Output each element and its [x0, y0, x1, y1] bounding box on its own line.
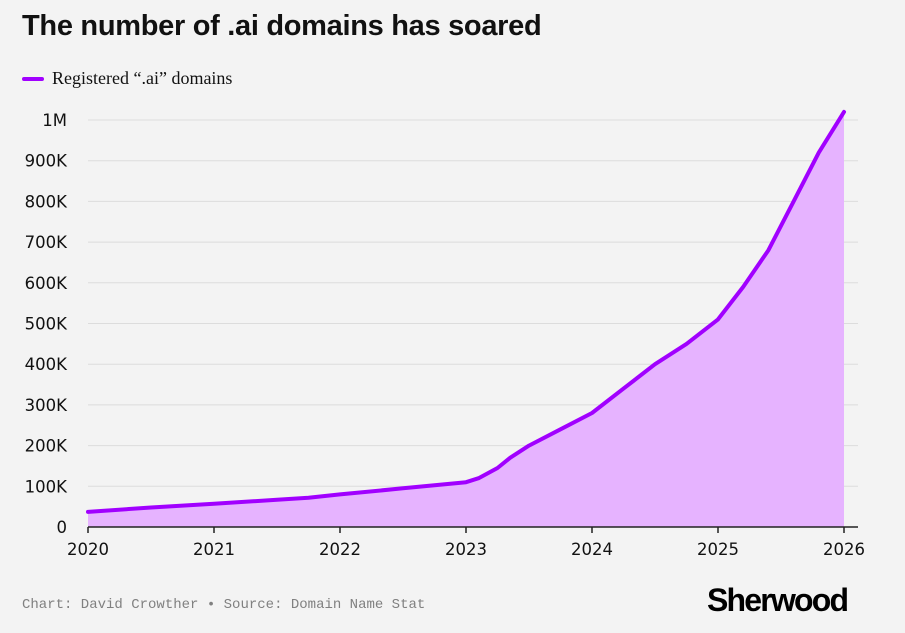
- y-tick-label-1: 100K: [25, 477, 68, 496]
- x-tick-label-2: 2022: [319, 540, 361, 559]
- y-tick-label-4: 400K: [25, 355, 68, 374]
- y-axis-labels: 0 100K 200K 300K 400K 500K 600K 700K 800K 900K 1M: [25, 111, 68, 537]
- y-tick-label-8: 800K: [25, 192, 68, 211]
- area-fill: [88, 111, 844, 528]
- y-tick-label-0: 0: [57, 518, 68, 537]
- x-axis-labels: 2020 2021 2022 2023 2024 2025 2026: [67, 540, 865, 559]
- x-tick-label-3: 2023: [445, 540, 487, 559]
- chart-footer: Chart: David Crowther • Source: Domain N…: [22, 597, 425, 613]
- legend-swatch: [22, 76, 44, 81]
- area-layer: [86, 109, 846, 528]
- y-tick-label-6: 600K: [25, 274, 68, 293]
- y-tick-label-9: 900K: [25, 152, 68, 171]
- x-tick-label-6: 2026: [823, 540, 865, 559]
- x-tick-label-1: 2021: [193, 540, 235, 559]
- separator-dot: •: [206, 597, 216, 613]
- y-tick-label-2: 200K: [25, 437, 68, 456]
- chart-title: The number of .ai domains has soared: [22, 10, 542, 42]
- x-tick-label-0: 2020: [67, 540, 109, 559]
- legend: Registered “.ai” domains: [22, 68, 232, 89]
- axes: [87, 526, 858, 533]
- credit-text: Chart: David Crowther: [22, 597, 199, 613]
- y-tick-label-5: 500K: [25, 315, 68, 334]
- y-tick-label-7: 700K: [25, 233, 68, 252]
- x-tick-label-5: 2025: [697, 540, 739, 559]
- source-text: Source: Domain Name Stat: [223, 597, 426, 613]
- y-tick-label-3: 300K: [25, 396, 68, 415]
- legend-label: Registered “.ai” domains: [52, 68, 233, 88]
- y-tick-label-10: 1M: [42, 111, 67, 130]
- x-tick-label-4: 2024: [571, 540, 613, 559]
- brand-logo: Sherwood: [707, 582, 849, 618]
